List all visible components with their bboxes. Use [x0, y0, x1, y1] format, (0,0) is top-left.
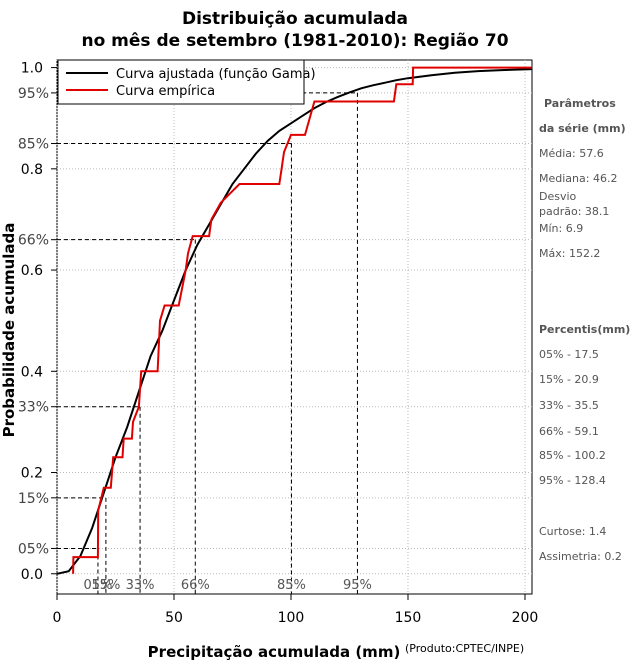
credit-text: (Produto:CPTEC/INPE)	[405, 642, 524, 655]
percentis-heading: Percentis(mm)	[539, 323, 630, 336]
percentil-95: 95% - 128.4	[539, 474, 606, 487]
x-tick-label-3: 150	[395, 610, 422, 626]
y-tick-label-5: 1.0	[21, 61, 43, 77]
stat-desvio-value: padrão: 38.1	[539, 205, 609, 218]
percentil-15: 15% - 20.9	[539, 373, 599, 386]
stat-desvio-label: Desvio	[539, 190, 577, 203]
percentile-bottom-label-4: 85%	[277, 578, 306, 593]
percentile-bottom-label-5: 95%	[343, 578, 372, 593]
percentile-y-label-3: 66%	[18, 233, 49, 249]
x-tick-label-1: 50	[165, 610, 183, 626]
empirical-curve-line	[72, 66, 532, 574]
y-axis: 0.0 0.2 0.4 0.6 0.8 1.0 05% 15% 33% 66% 85% 95%	[18, 61, 57, 583]
fitted-curve-line	[56, 68, 533, 575]
stat-media: Média: 57.6	[539, 147, 604, 160]
y-tick-label-4: 0.8	[21, 162, 43, 178]
params-heading-line1: Parâmetros	[544, 97, 616, 110]
percentil-85: 85% - 100.2	[539, 449, 606, 462]
grid	[56, 60, 532, 594]
legend-label-fitted: Curva ajustada (função Gama)	[116, 67, 316, 82]
side-panel: Parâmetros da série (mm) Média: 57.6 Med…	[539, 97, 630, 563]
percentile-y-label-4: 85%	[18, 137, 49, 153]
legend: Curva ajustada (função Gama) Curva empír…	[57, 59, 316, 105]
y-tick-label-2: 0.4	[21, 364, 43, 380]
params-heading-line2: da série (mm)	[539, 122, 626, 135]
percentile-y-label-0: 05%	[18, 541, 49, 557]
percentile-bottom-label-1: 15%	[91, 578, 120, 593]
stat-assimetria: Assimetria: 0.2	[539, 550, 622, 563]
percentil-66: 66% - 59.1	[539, 425, 599, 438]
x-axis: 0 50 100 150 200	[53, 594, 539, 626]
x-axis-title: Precipitação acumulada (mm)	[148, 643, 401, 660]
y-tick-label-1: 0.2	[21, 466, 43, 482]
percentile-bottom-label-2: 33%	[126, 578, 155, 593]
x-tick-label-2: 100	[278, 610, 305, 626]
percentile-bottom-label-0: 05%	[83, 578, 112, 593]
percentile-y-label-1: 15%	[18, 491, 49, 507]
y-tick-label-3: 0.6	[21, 263, 43, 279]
stat-max: Máx: 152.2	[539, 247, 600, 260]
plot-frame	[56, 59, 533, 595]
percentil-33: 33% - 35.5	[539, 399, 599, 412]
stat-min: Mín: 6.9	[539, 222, 583, 235]
percentile-bottom-label-3: 66%	[181, 578, 210, 593]
chart-title-line2: no mês de setembro (1981-2010): Região 7…	[81, 31, 508, 51]
stat-curtose: Curtose: 1.4	[539, 525, 606, 538]
percentile-y-label-5: 95%	[18, 86, 49, 102]
percentil-05: 05% - 17.5	[539, 348, 599, 361]
percentile-y-label-2: 33%	[18, 400, 49, 416]
legend-box	[57, 59, 305, 105]
stat-mediana: Mediana: 46.2	[539, 172, 617, 185]
y-tick-label-0: 0.0	[21, 567, 43, 583]
curves	[56, 66, 533, 575]
chart-title-line1: Distribuição acumulada	[182, 9, 408, 29]
x-tick-label-4: 200	[512, 610, 539, 626]
x-tick-label-0: 0	[53, 610, 62, 626]
legend-label-empirical: Curva empírica	[116, 84, 215, 99]
percentile-guides	[57, 92, 358, 594]
percentile-bottom-labels: 05%15% 33% 66% 85% 95%	[83, 578, 371, 593]
y-axis-title: Probabilidade acumulada	[0, 223, 18, 438]
